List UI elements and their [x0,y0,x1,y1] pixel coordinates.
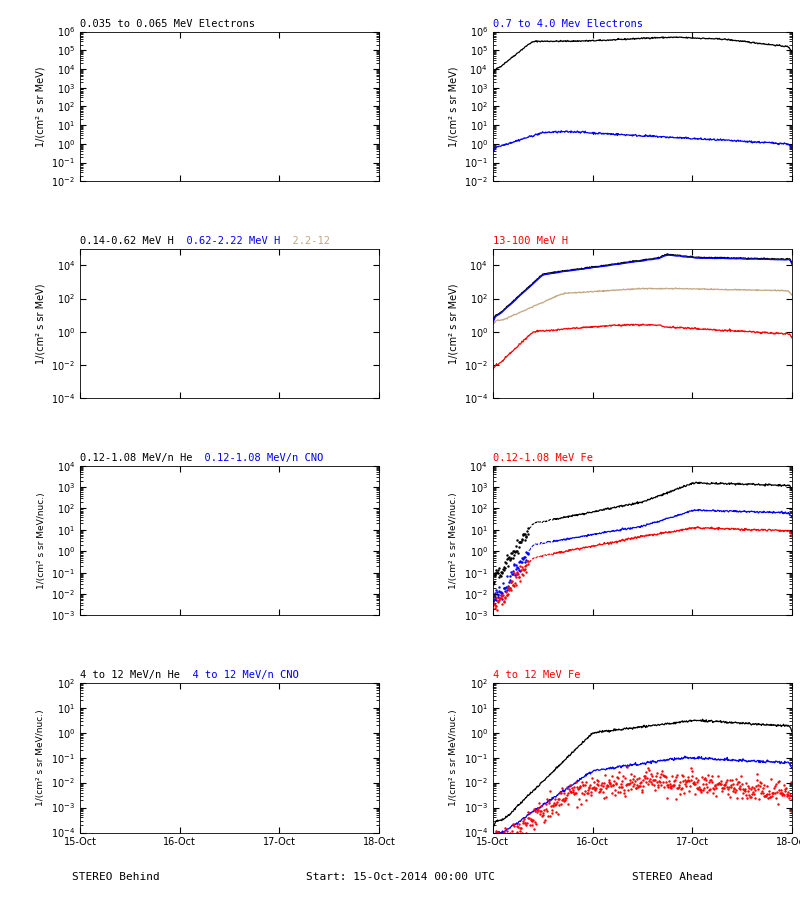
Text: STEREO Behind: STEREO Behind [72,872,160,882]
Text: 4 to 12 MeV/n CNO: 4 to 12 MeV/n CNO [180,670,298,680]
Text: 0.7 to 4.0 Mev Electrons: 0.7 to 4.0 Mev Electrons [493,19,643,29]
Y-axis label: 1/(cm² s sr MeV/nuc.): 1/(cm² s sr MeV/nuc.) [450,709,458,806]
Y-axis label: 1/(cm² s sr MeV): 1/(cm² s sr MeV) [36,66,46,147]
Y-axis label: 1/(cm² s sr MeV/nuc.): 1/(cm² s sr MeV/nuc.) [37,492,46,589]
Text: 0.035 to 0.065 MeV Electrons: 0.035 to 0.065 MeV Electrons [80,19,255,29]
Y-axis label: 1/(cm² s sr MeV/nuc.): 1/(cm² s sr MeV/nuc.) [36,709,46,806]
Y-axis label: 1/(cm² s sr MeV): 1/(cm² s sr MeV) [449,66,458,147]
Text: 4 to 12 MeV Fe: 4 to 12 MeV Fe [493,670,580,680]
Text: 0.12-1.08 MeV Fe: 0.12-1.08 MeV Fe [493,453,593,463]
Text: 4 to 12 MeV/n He: 4 to 12 MeV/n He [80,670,180,680]
Y-axis label: 1/(cm² s sr MeV): 1/(cm² s sr MeV) [35,284,46,364]
Y-axis label: 1/(cm² s sr MeV/nuc.): 1/(cm² s sr MeV/nuc.) [450,492,458,589]
Text: 2.2-12: 2.2-12 [280,236,330,246]
Text: Start: 15-Oct-2014 00:00 UTC: Start: 15-Oct-2014 00:00 UTC [306,872,494,882]
Text: STEREO Ahead: STEREO Ahead [631,872,713,882]
Text: 13-100 MeV H: 13-100 MeV H [493,236,568,246]
Text: 0.12-1.08 MeV/n CNO: 0.12-1.08 MeV/n CNO [193,453,324,463]
Text: 0.12-1.08 MeV/n He: 0.12-1.08 MeV/n He [80,453,193,463]
Text: 0.14-0.62 MeV H: 0.14-0.62 MeV H [80,236,174,246]
Y-axis label: 1/(cm² s sr MeV): 1/(cm² s sr MeV) [448,284,458,364]
Text: 0.62-2.22 MeV H: 0.62-2.22 MeV H [174,236,280,246]
